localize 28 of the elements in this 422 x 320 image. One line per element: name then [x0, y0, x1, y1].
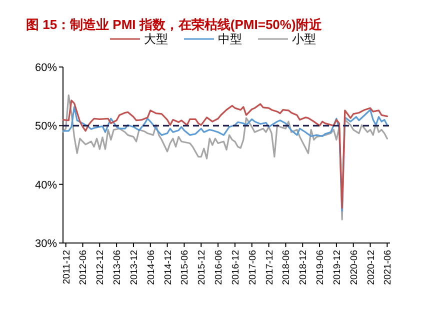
x-tick-label: 2016-12	[230, 250, 242, 285]
y-tick-label: 50%	[34, 120, 58, 133]
legend-label: 中型	[218, 32, 242, 46]
chart-title: 图 15：制造业 PMI 指数，在荣枯线(PMI=50%)附近	[26, 17, 323, 32]
x-tick-label: 2019-06	[315, 250, 326, 285]
x-tick-label: 2013-12	[128, 250, 140, 285]
y-tick-label: 30%	[34, 238, 58, 250]
x-tick-label: 2017-12	[264, 250, 276, 285]
x-tick-label: 2012-06	[78, 250, 90, 285]
x-tick-label: 2019-12	[332, 250, 343, 285]
x-tick-label: 2015-12	[196, 250, 208, 285]
x-tick-label: 2021-06	[382, 250, 394, 285]
legend-label: 小型	[292, 32, 316, 46]
y-tick-label: 40%	[34, 179, 58, 192]
y-tick-label: 60%	[34, 62, 58, 74]
x-tick-label: 2020-12	[366, 250, 377, 285]
x-tick-label: 2017-06	[247, 250, 258, 285]
x-tick-label: 2016-06	[214, 250, 225, 285]
x-tick-label: 2014-12	[162, 250, 174, 285]
x-tick-label: 2020-06	[348, 250, 360, 285]
legend-label: 大型	[144, 32, 168, 46]
x-tick-label: 2013-06	[112, 250, 124, 285]
x-tick-label: 2018-06	[281, 250, 292, 285]
x-tick-label: 2014-06	[146, 250, 157, 285]
x-tick-label: 2015-06	[180, 250, 191, 285]
x-tick-label: 2018-12	[298, 250, 310, 285]
x-tick-label: 2011-12	[61, 250, 72, 284]
x-tick-label: 2012-12	[95, 250, 106, 285]
